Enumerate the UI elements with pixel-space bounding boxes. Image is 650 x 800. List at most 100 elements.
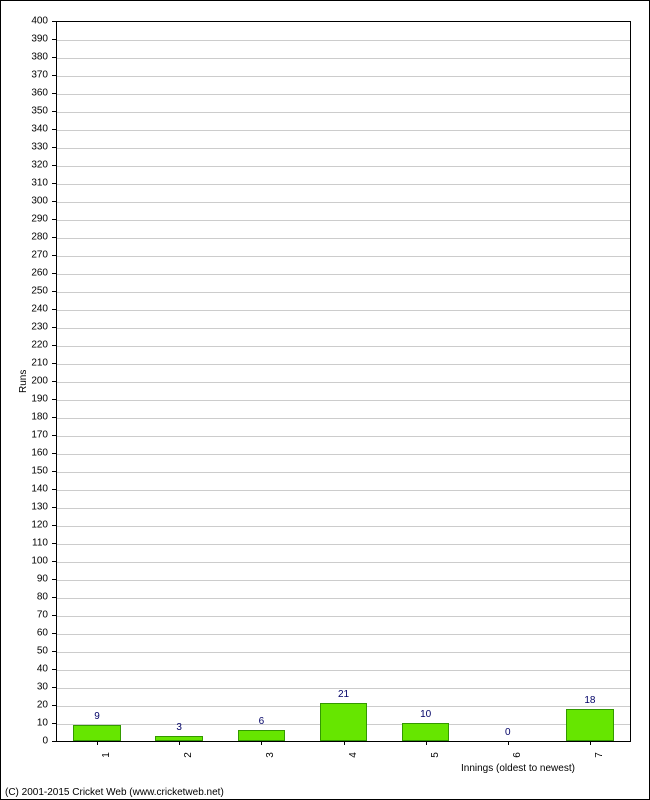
x-tick-label: 3 xyxy=(265,752,276,758)
y-tick-label: 390 xyxy=(31,34,48,45)
gridline xyxy=(56,184,630,185)
x-tick-mark xyxy=(426,741,427,745)
y-tick-label: 220 xyxy=(31,340,48,351)
bar xyxy=(320,703,368,741)
y-tick-label: 90 xyxy=(37,574,48,585)
y-tick-label: 240 xyxy=(31,304,48,315)
x-tick-label: 7 xyxy=(594,752,605,758)
y-tick-label: 340 xyxy=(31,124,48,135)
y-tick-label: 300 xyxy=(31,196,48,207)
y-tick-label: 190 xyxy=(31,394,48,405)
y-tick-label: 110 xyxy=(32,538,48,549)
y-tick-label: 290 xyxy=(31,214,48,225)
gridline xyxy=(56,346,630,347)
y-tick-label: 60 xyxy=(37,628,48,639)
y-tick-label: 140 xyxy=(31,484,48,495)
gridline xyxy=(56,670,630,671)
gridline xyxy=(56,652,630,653)
gridline xyxy=(56,364,630,365)
bar-value-label: 21 xyxy=(338,689,349,700)
y-tick-label: 30 xyxy=(37,682,48,693)
gridline xyxy=(56,382,630,383)
gridline xyxy=(56,220,630,221)
x-tick-label: 2 xyxy=(183,752,194,758)
y-tick-label: 80 xyxy=(37,592,48,603)
gridline xyxy=(56,544,630,545)
y-tick-label: 350 xyxy=(31,106,48,117)
y-tick-label: 280 xyxy=(31,232,48,243)
y-tick-label: 360 xyxy=(31,88,48,99)
gridline xyxy=(56,238,630,239)
y-tick-label: 10 xyxy=(37,718,48,729)
x-tick-mark xyxy=(344,741,345,745)
gridline xyxy=(56,580,630,581)
y-tick-label: 210 xyxy=(31,358,48,369)
gridline xyxy=(56,508,630,509)
gridline xyxy=(56,166,630,167)
y-tick-label: 370 xyxy=(31,70,48,81)
chart-frame: Runs Innings (oldest to newest) (C) 2001… xyxy=(0,0,650,800)
y-tick-label: 0 xyxy=(42,736,48,747)
bar-value-label: 18 xyxy=(584,695,595,706)
y-tick-label: 230 xyxy=(31,322,48,333)
x-tick-label: 5 xyxy=(430,752,441,758)
y-tick-label: 100 xyxy=(31,556,48,567)
x-axis-label: Innings (oldest to newest) xyxy=(461,763,575,774)
y-tick-label: 250 xyxy=(31,286,48,297)
x-tick-mark xyxy=(590,741,591,745)
y-axis-line xyxy=(56,21,57,741)
gridline xyxy=(56,490,630,491)
bar-value-label: 9 xyxy=(94,711,100,722)
gridline xyxy=(56,112,630,113)
copyright-text: (C) 2001-2015 Cricket Web (www.cricketwe… xyxy=(5,787,224,798)
gridline xyxy=(56,634,630,635)
x-tick-mark xyxy=(179,741,180,745)
bar-value-label: 3 xyxy=(176,722,182,733)
gridline xyxy=(56,40,630,41)
x-tick-label: 1 xyxy=(101,752,112,758)
gridline xyxy=(56,94,630,95)
y-tick-label: 70 xyxy=(37,610,48,621)
y-tick-label: 400 xyxy=(31,16,48,27)
y-tick-label: 310 xyxy=(31,178,48,189)
gridline xyxy=(56,616,630,617)
gridline xyxy=(56,562,630,563)
y-tick-label: 320 xyxy=(31,160,48,171)
gridline xyxy=(56,256,630,257)
bar-value-label: 10 xyxy=(420,709,431,720)
gridline xyxy=(56,130,630,131)
x-tick-mark xyxy=(261,741,262,745)
gridline xyxy=(56,436,630,437)
gridline xyxy=(56,400,630,401)
y-axis-label: Runs xyxy=(18,370,29,393)
y-tick-label: 20 xyxy=(37,700,48,711)
gridline xyxy=(56,76,630,77)
gridline xyxy=(56,274,630,275)
gridline xyxy=(56,292,630,293)
y-tick-label: 170 xyxy=(31,430,48,441)
bar-value-label: 6 xyxy=(259,716,265,727)
y-tick-label: 330 xyxy=(31,142,48,153)
gridline xyxy=(56,598,630,599)
y-tick-label: 40 xyxy=(37,664,48,675)
gridline xyxy=(56,58,630,59)
y-tick-label: 180 xyxy=(31,412,48,423)
gridline xyxy=(56,202,630,203)
x-tick-label: 4 xyxy=(348,752,359,758)
bar xyxy=(402,723,450,741)
x-tick-label: 6 xyxy=(512,752,523,758)
y-tick-label: 200 xyxy=(31,376,48,387)
plot-area xyxy=(56,21,631,741)
y-tick-label: 120 xyxy=(31,520,48,531)
y-tick-label: 260 xyxy=(31,268,48,279)
gridline xyxy=(56,328,630,329)
bar xyxy=(73,725,121,741)
x-tick-mark xyxy=(97,741,98,745)
gridline xyxy=(56,472,630,473)
x-tick-mark xyxy=(508,741,509,745)
y-tick-label: 130 xyxy=(31,502,48,513)
gridline xyxy=(56,418,630,419)
bar-value-label: 0 xyxy=(505,727,511,738)
gridline xyxy=(56,148,630,149)
y-tick-label: 160 xyxy=(31,448,48,459)
